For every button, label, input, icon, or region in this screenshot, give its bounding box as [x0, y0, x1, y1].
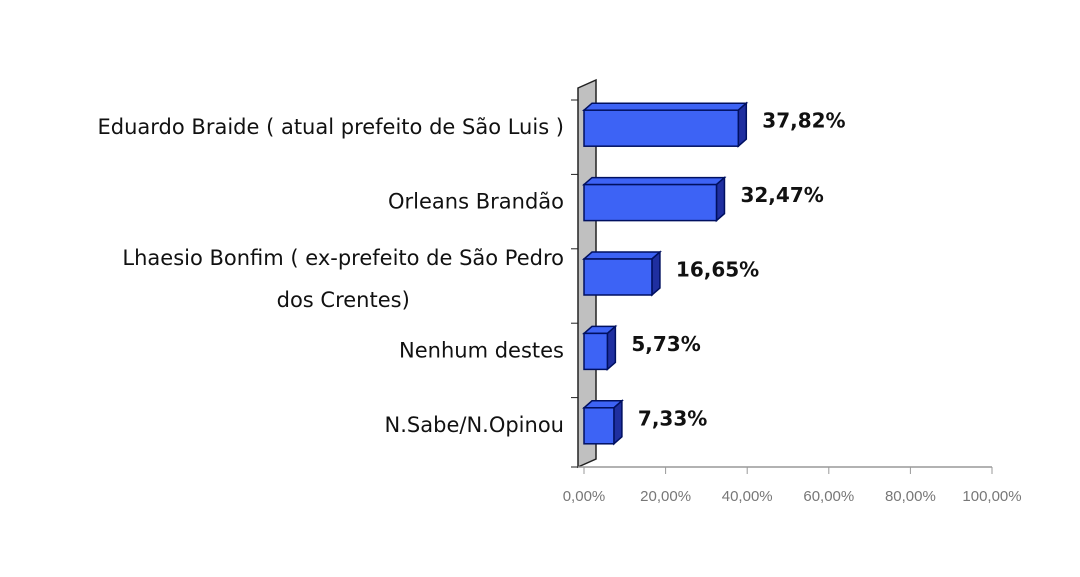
bar	[583, 109, 740, 147]
x-tick-label: 80,00%	[885, 488, 936, 505]
bar-side	[737, 101, 748, 148]
category-label: Nenhum destes	[399, 338, 564, 362]
category-label: Eduardo Braide ( atual prefeito de São L…	[98, 115, 564, 139]
category-label: Lhaesio Bonfim ( ex-prefeito de São Pedr…	[122, 246, 564, 312]
bar-side	[651, 250, 661, 297]
bar-top	[582, 251, 662, 260]
bar	[583, 332, 609, 371]
category-label: N.Sabe/N.Opinou	[385, 413, 564, 437]
x-tick-label: 20,00%	[640, 488, 691, 505]
x-tick-label: 100,00%	[962, 488, 1021, 505]
bar	[583, 183, 718, 222]
value-label: 16,65%	[676, 258, 759, 282]
bar-side	[606, 324, 617, 372]
bar	[583, 258, 653, 296]
value-label: 32,47%	[740, 183, 823, 207]
x-tick-label: 0,00%	[563, 488, 606, 505]
category-label: Orleans Brandão	[388, 190, 564, 214]
bar	[583, 407, 615, 445]
bar-side	[715, 175, 726, 223]
value-label: 5,73%	[631, 332, 700, 356]
x-tick-label: 60,00%	[803, 488, 854, 505]
x-tick-label: 40,00%	[722, 488, 773, 505]
bar-side	[613, 399, 623, 446]
bar-top	[582, 176, 727, 186]
value-label: 37,82%	[762, 109, 845, 133]
value-label: 7,33%	[638, 406, 707, 430]
bar-top	[582, 102, 749, 111]
